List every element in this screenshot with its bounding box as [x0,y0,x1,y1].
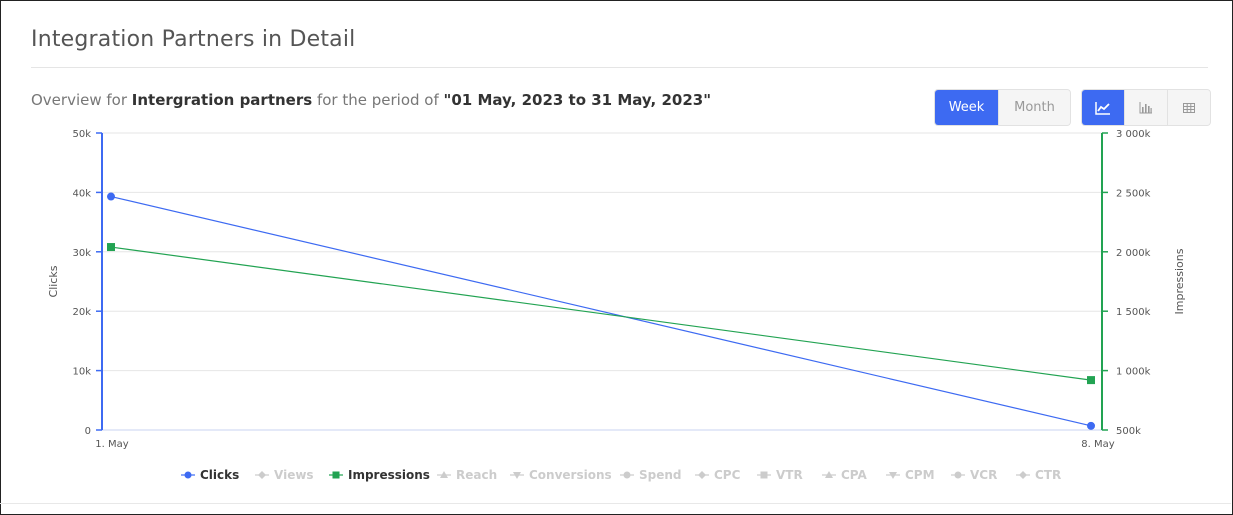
legend-item-reach[interactable]: Reach [437,468,497,482]
legend-label: CPC [714,468,741,482]
table-icon [1183,102,1195,113]
legend-marker [825,471,833,478]
overview-period: "01 May, 2023 to 31 May, 2023" [443,91,712,109]
right-tick-label: 2 500k [1116,188,1151,199]
impressions-point[interactable] [1087,376,1095,385]
right-axis-label: Impressions [1173,248,1186,314]
legend-label: VCR [970,468,997,482]
table-view-button[interactable] [1167,90,1210,125]
legend-label: CPM [905,468,935,482]
left-axis-label: Clicks [47,265,60,297]
x-tick-label: 1. May [95,439,128,450]
right-tick-label: 1 500k [1116,307,1151,318]
overview-prefix: Overview for [31,91,128,109]
legend-item-vcr[interactable]: VCR [951,468,997,482]
legend-marker [513,472,521,479]
title-divider [31,67,1208,68]
legend-item-cpm[interactable]: CPM [886,468,935,482]
right-tick-label: 2 000k [1116,248,1151,259]
bar-chart-view-button[interactable] [1124,90,1167,125]
legend-marker [760,471,768,479]
line-chart-view-button[interactable] [1082,90,1124,125]
overview-entity: Intergration partners [131,91,313,109]
impressions-line [110,246,1092,381]
clicks-point[interactable] [107,192,115,201]
legend-label: Views [274,468,314,482]
legend-item-impressions[interactable]: Impressions [329,468,430,482]
bottom-divider [0,503,1231,504]
line-chart-icon [1095,101,1110,115]
legend: Clicks Views Impressions Reach Conversions Sp… [181,468,1061,482]
impressions-point[interactable] [107,243,115,252]
clicks-line [110,195,1092,427]
legend-item-conversions[interactable]: Conversions [510,468,612,482]
legend-label: Spend [639,468,682,482]
left-tick-label: 0 [85,426,91,437]
legend-item-clicks[interactable]: Clicks [181,468,239,482]
axes: 0 10k 20k 30k 40k 50k Clicks 500k 1 000k 1 500k 2 … [47,129,1186,450]
legend-label: CPA [841,468,868,482]
legend-marker [623,471,631,479]
overview-text: Overview for Intergration partners for t… [31,91,711,109]
legend-marker [184,471,192,479]
week-button[interactable]: Week [935,90,998,125]
right-tick-label: 1 000k [1116,367,1151,378]
bar-chart-icon [1139,101,1152,113]
overview-middle: for the period of [316,91,439,109]
legend-marker [1019,471,1027,479]
view-toggle [1081,89,1211,126]
legend-marker [889,472,897,479]
legend-marker [440,471,448,478]
left-tick-label: 30k [72,248,91,259]
legend-item-vtr[interactable]: VTR [757,468,803,482]
left-tick-label: 50k [72,129,91,140]
legend-label: Impressions [348,468,430,482]
left-tick-label: 10k [72,367,91,378]
legend-label: Conversions [529,468,612,482]
month-button[interactable]: Month [998,90,1070,125]
grid [102,132,1102,431]
period-toggle: Week Month [934,89,1071,126]
legend-label: Clicks [200,468,239,482]
legend-item-cpc[interactable]: CPC [695,468,741,482]
legend-item-ctr[interactable]: CTR [1016,468,1061,482]
legend-label: Reach [456,468,497,482]
clicks-point[interactable] [1087,421,1095,430]
left-tick-label: 20k [72,307,91,318]
legend-marker [954,471,962,479]
legend-marker [258,471,266,479]
left-tick-label: 40k [72,188,91,199]
legend-marker [698,471,706,479]
x-tick-label: 8. May [1081,439,1114,450]
right-tick-label: 3 000k [1116,129,1151,140]
legend-item-spend[interactable]: Spend [620,468,682,482]
page-title: Integration Partners in Detail [31,27,356,52]
right-tick-label: 500k [1116,426,1141,437]
legend-item-views[interactable]: Views [255,468,314,482]
legend-label: CTR [1035,468,1061,482]
series [107,192,1095,430]
legend-label: VTR [776,468,803,482]
legend-item-cpa[interactable]: CPA [822,468,868,482]
legend-marker [332,471,340,479]
